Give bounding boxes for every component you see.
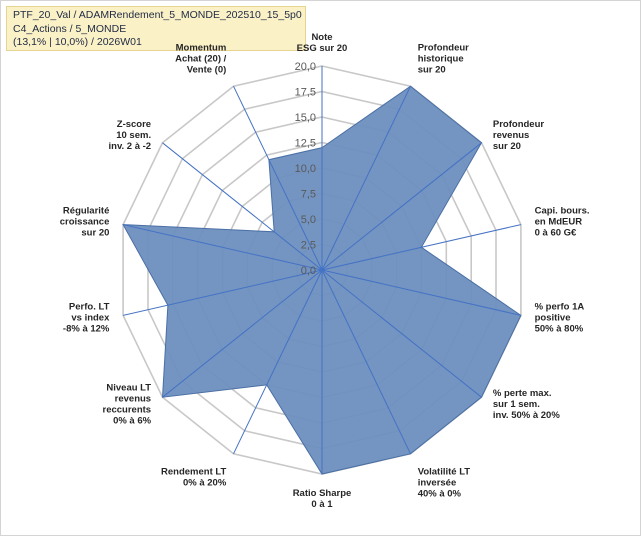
axis-label: inv. 2 à -2 [109, 141, 152, 152]
axis-label: sur 20 [81, 227, 109, 238]
axis-spoke [321, 85, 411, 271]
axis-label: vs index [71, 313, 110, 324]
axis-label: inv. 50% à 20% [493, 410, 560, 421]
axis-spoke [321, 224, 522, 271]
axis-label: Profondeur [493, 119, 544, 130]
tick-label: 15,0 [295, 112, 316, 124]
axis-spoke [122, 269, 323, 316]
axis-label: 40% à 0% [418, 489, 462, 500]
axis-label: ESG sur 20 [297, 43, 348, 54]
axis-label: Capi. bours. [535, 205, 590, 216]
axis-label: Niveau LT [106, 383, 151, 394]
axis-spoke [233, 269, 323, 455]
chart-title-line-3: (13,1% | 10,0%) / 2026W01 [13, 36, 142, 48]
axis-label: revenus [493, 130, 529, 141]
axis-spoke [162, 142, 323, 271]
chart-title-box: PTF_20_Val / ADAMRendement_5_MONDE_20251… [6, 6, 306, 51]
axis-label: Z-score [117, 119, 151, 130]
axis-label: 50% à 80% [535, 324, 584, 335]
chart-title-line-1: PTF_20_Val / ADAMRendement_5_MONDE_20251… [13, 9, 302, 21]
axis-spoke [162, 269, 323, 398]
axis-label: sur 1 sem. [493, 399, 540, 410]
axis-label: Momentum [176, 42, 227, 53]
axis-label: Perfo. LT [69, 302, 110, 313]
axis-label: sur 20 [418, 64, 446, 75]
tick-label: 0,0 [301, 265, 316, 277]
axis-label: Note [311, 32, 332, 43]
axis-label: 0% à 6% [113, 416, 152, 427]
axis-label: revenus [115, 394, 151, 405]
axis-label: reccurents [103, 405, 152, 416]
axis-label: Vente (0) [187, 64, 227, 75]
axis-label: Rendement LT [161, 467, 226, 478]
axis-label: Achat (20) / [175, 53, 227, 64]
axis-label: Ratio Sharpe [293, 488, 352, 499]
axis-label: Régularité [63, 205, 109, 216]
axis-label: 0 à 60 G€ [535, 227, 577, 238]
axis-label: inversée [418, 478, 457, 489]
axis-label: 10 sem. [116, 130, 151, 141]
tick-label: 7,5 [301, 189, 316, 201]
axis-spoke [122, 224, 323, 271]
tick-label: 20,0 [295, 61, 316, 73]
axis-label: sur 20 [493, 141, 521, 152]
axis-label: historique [418, 53, 464, 64]
axis-spoke [321, 269, 522, 316]
axis-label: en MdEUR [535, 216, 583, 227]
axis-spoke [233, 85, 323, 271]
axis-spoke [321, 269, 411, 455]
axis-spoke [321, 142, 482, 271]
axis-label: croissance [60, 216, 110, 227]
axis-label: positive [535, 313, 571, 324]
axis-label: Profondeur [418, 42, 469, 53]
axis-label: 0 à 1 [311, 499, 333, 510]
axis-spoke [321, 269, 482, 398]
axis-label: 0% à 20% [183, 478, 227, 489]
axis-label: Volatilité LT [418, 467, 471, 478]
tick-label: 12,5 [295, 138, 316, 150]
axis-label: -8% à 12% [63, 324, 110, 335]
chart-title-line-2: C4_Actions / 5_MONDE [13, 22, 127, 35]
tick-label: 10,0 [295, 163, 316, 175]
tick-label: 5,0 [301, 214, 316, 226]
axis-label: % perfo 1A [535, 302, 585, 313]
tick-label: 2,5 [301, 240, 316, 252]
axis-label: % perte max. [493, 388, 552, 399]
tick-label: 17,5 [295, 87, 316, 99]
